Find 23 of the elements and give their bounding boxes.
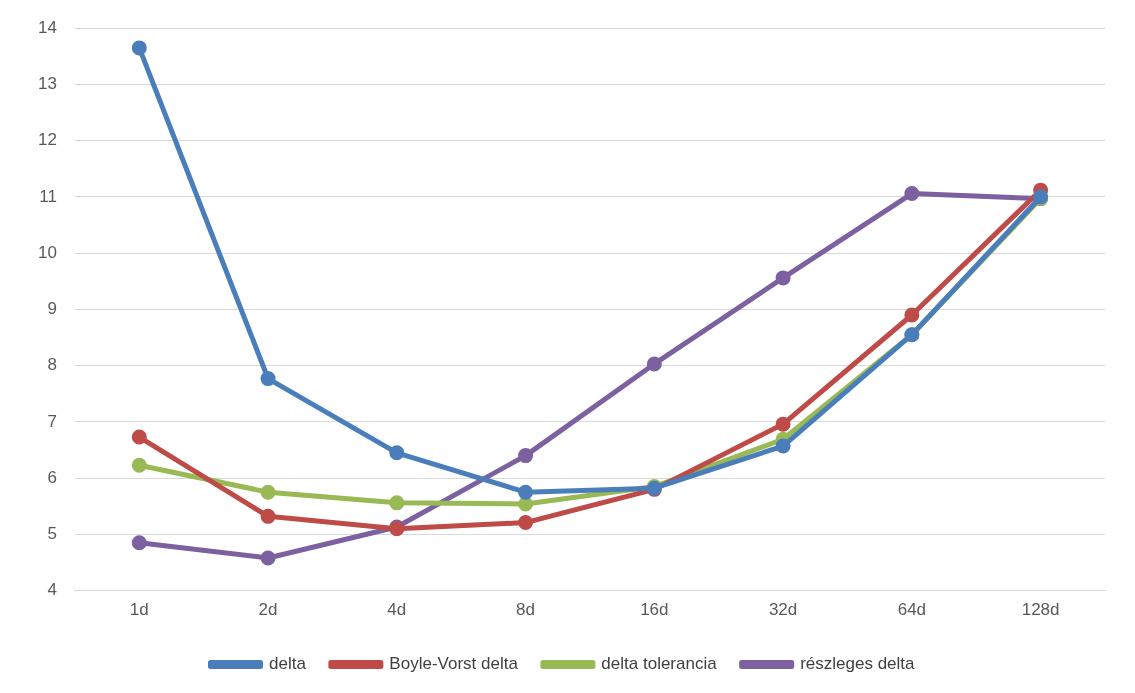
y-tick-label: 6	[47, 467, 57, 487]
x-tick-label: 128d	[1021, 600, 1060, 620]
y-tick-label: 10	[37, 242, 57, 262]
legend-label: részleges delta	[800, 654, 916, 674]
x-tick-label: 8d	[516, 600, 536, 620]
y-tick-label: 9	[47, 299, 57, 319]
y-tick-label: 4	[47, 580, 57, 600]
x-tick-label: 32d	[768, 600, 798, 620]
legend-label: Boyle-Vorst delta	[389, 654, 519, 674]
x-tick-label: 4d	[387, 600, 407, 620]
x-tick-label: 1d	[129, 600, 149, 620]
y-tick-label: 11	[39, 186, 57, 206]
x-tick-label: 16d	[640, 600, 669, 620]
x-tick-label: 2d	[258, 600, 278, 620]
x-tick-label: 64d	[897, 600, 927, 620]
y-tick-label: 5	[47, 524, 57, 544]
y-tick-label: 7	[47, 411, 57, 431]
y-tick-label: 8	[47, 355, 57, 375]
legend-label: delta	[268, 654, 307, 674]
y-tick-label: 13	[37, 74, 57, 94]
y-tick-label: 12	[37, 130, 57, 150]
y-tick-label: 14	[37, 17, 57, 37]
legend-label: delta tolerancia	[601, 654, 718, 674]
